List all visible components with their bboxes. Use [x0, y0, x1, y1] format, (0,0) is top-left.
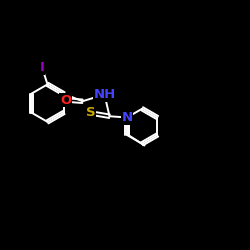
Text: S: S [86, 106, 95, 120]
Text: O: O [60, 94, 72, 106]
Text: NH: NH [94, 88, 116, 101]
Text: N: N [122, 111, 132, 124]
Text: I: I [40, 61, 44, 74]
